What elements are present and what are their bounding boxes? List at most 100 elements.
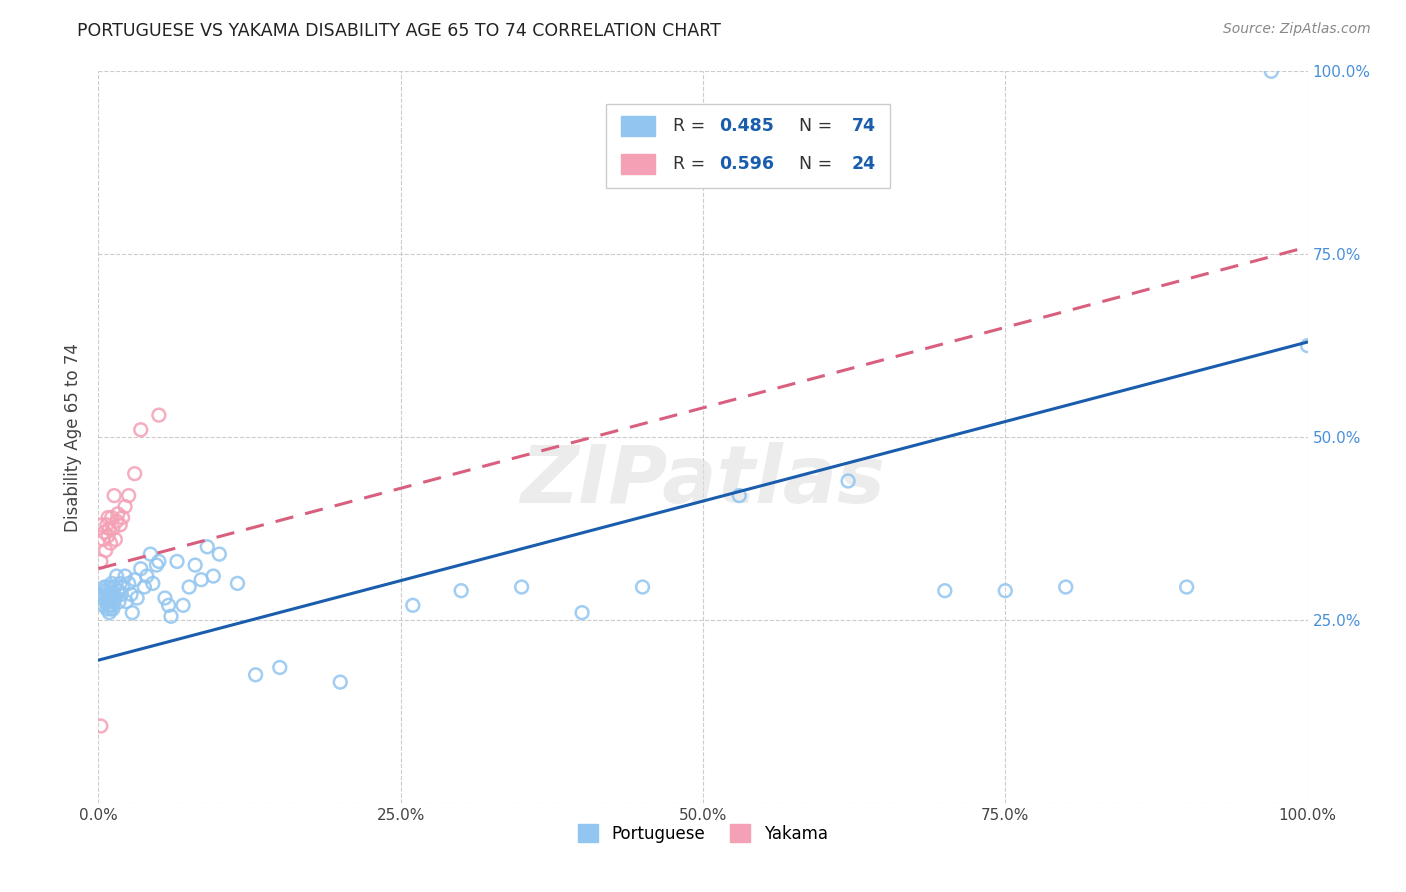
Point (96, 591, 118, 605)
Point (101, 594, 124, 608)
Point (172, 599, 194, 613)
Text: 74: 74 (852, 117, 876, 136)
Text: N =: N = (787, 117, 838, 136)
Point (121, 606, 143, 620)
Point (96, 602, 118, 616)
Point (269, 660, 291, 674)
Point (148, 408, 170, 422)
Point (142, 576, 165, 591)
Point (134, 580, 156, 594)
Point (94, 583, 117, 598)
Point (100, 587, 122, 601)
Point (101, 602, 124, 616)
Point (837, 474, 859, 488)
Point (114, 569, 136, 583)
Point (157, 599, 180, 613)
Point (97, 529, 120, 543)
FancyBboxPatch shape (621, 154, 655, 175)
Point (98, 587, 121, 601)
Point (148, 554, 170, 568)
Text: 0.485: 0.485 (718, 117, 773, 136)
Point (107, 583, 129, 598)
Point (510, 580, 533, 594)
Point (108, 517, 131, 532)
Point (145, 558, 167, 573)
Point (179, 580, 201, 594)
Point (208, 547, 231, 561)
Point (111, 510, 134, 524)
Point (402, 599, 425, 613)
Point (114, 500, 136, 514)
Point (104, 533, 127, 547)
Point (93, 580, 115, 594)
Point (97, 510, 120, 524)
Point (91, 533, 114, 547)
Text: R =: R = (673, 117, 710, 136)
Point (450, 583, 472, 598)
Point (245, 667, 267, 681)
Point (115, 594, 138, 608)
Point (107, 507, 129, 521)
Point (110, 587, 132, 601)
Point (153, 591, 176, 605)
Point (104, 591, 127, 605)
Text: Source: ZipAtlas.com: Source: ZipAtlas.com (1223, 22, 1371, 37)
Point (98, 594, 121, 608)
Text: PORTUGUESE VS YAKAMA DISABILITY AGE 65 TO 74 CORRELATION CHART: PORTUGUESE VS YAKAMA DISABILITY AGE 65 T… (77, 22, 721, 40)
Point (1260, 64, 1282, 78)
Text: 0.596: 0.596 (718, 155, 773, 173)
Point (190, 573, 212, 587)
Point (94, 594, 117, 608)
Point (139, 547, 162, 561)
Point (103, 580, 125, 594)
Point (103, 587, 125, 601)
Point (100, 599, 122, 613)
Point (934, 583, 956, 598)
Point (135, 569, 157, 583)
Point (202, 569, 225, 583)
Point (129, 423, 152, 437)
Point (94, 543, 117, 558)
Point (631, 580, 654, 594)
Point (120, 587, 142, 601)
FancyBboxPatch shape (606, 104, 890, 188)
FancyBboxPatch shape (621, 116, 655, 136)
Point (728, 489, 751, 503)
Point (100, 510, 122, 524)
Point (571, 606, 593, 620)
Point (124, 467, 146, 481)
Point (101, 521, 124, 535)
Point (108, 576, 131, 591)
Point (98, 606, 121, 620)
Legend: Portuguese, Yakama: Portuguese, Yakama (572, 818, 834, 849)
Point (160, 609, 183, 624)
Point (118, 489, 141, 503)
Point (97, 587, 120, 601)
Point (118, 576, 141, 591)
Y-axis label: Disability Age 65 to 74: Disability Age 65 to 74 (65, 343, 83, 532)
Point (98, 521, 121, 535)
Text: N =: N = (787, 155, 838, 173)
Point (93, 587, 115, 601)
Point (96, 580, 118, 594)
Point (90, 554, 112, 568)
Point (166, 554, 188, 568)
Text: 24: 24 (852, 155, 876, 173)
Point (91, 599, 114, 613)
Point (103, 489, 125, 503)
Point (226, 576, 249, 591)
Point (97, 599, 120, 613)
Point (100, 591, 122, 605)
Point (195, 540, 218, 554)
Point (105, 569, 128, 583)
Point (100, 602, 122, 616)
Point (111, 580, 134, 594)
Point (108, 594, 131, 608)
Point (129, 562, 152, 576)
Text: ZIPatlas: ZIPatlas (520, 442, 886, 520)
Point (100, 576, 122, 591)
Point (994, 583, 1017, 598)
Point (105, 514, 128, 528)
Point (91, 517, 114, 532)
Point (124, 573, 146, 587)
